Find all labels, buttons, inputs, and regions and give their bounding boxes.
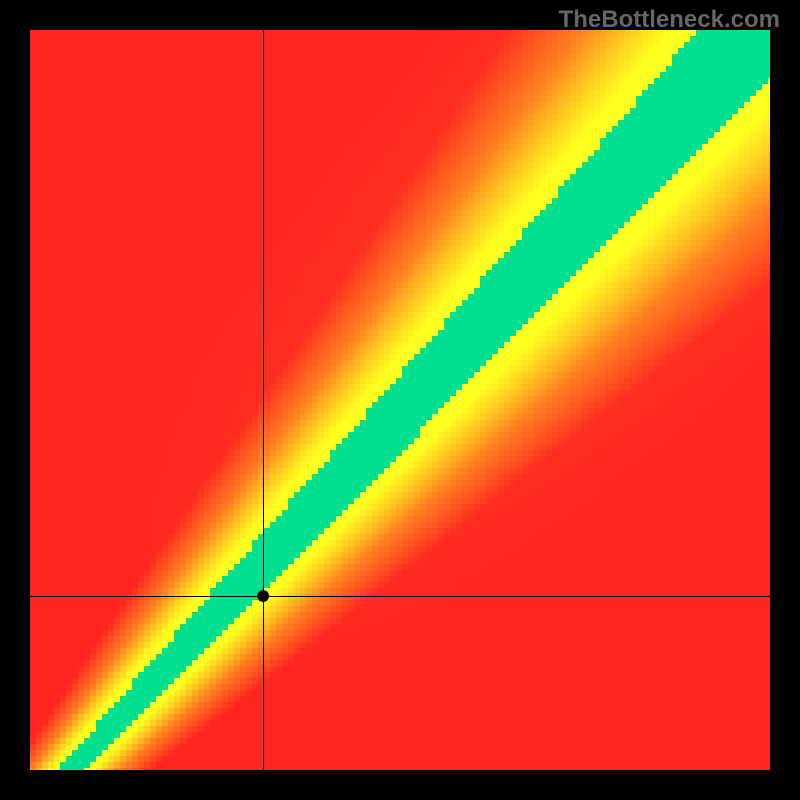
chart-frame: TheBottleneck.com — [0, 0, 800, 800]
watermark-text: TheBottleneck.com — [559, 6, 780, 34]
bottleneck-heatmap-canvas — [0, 0, 800, 800]
